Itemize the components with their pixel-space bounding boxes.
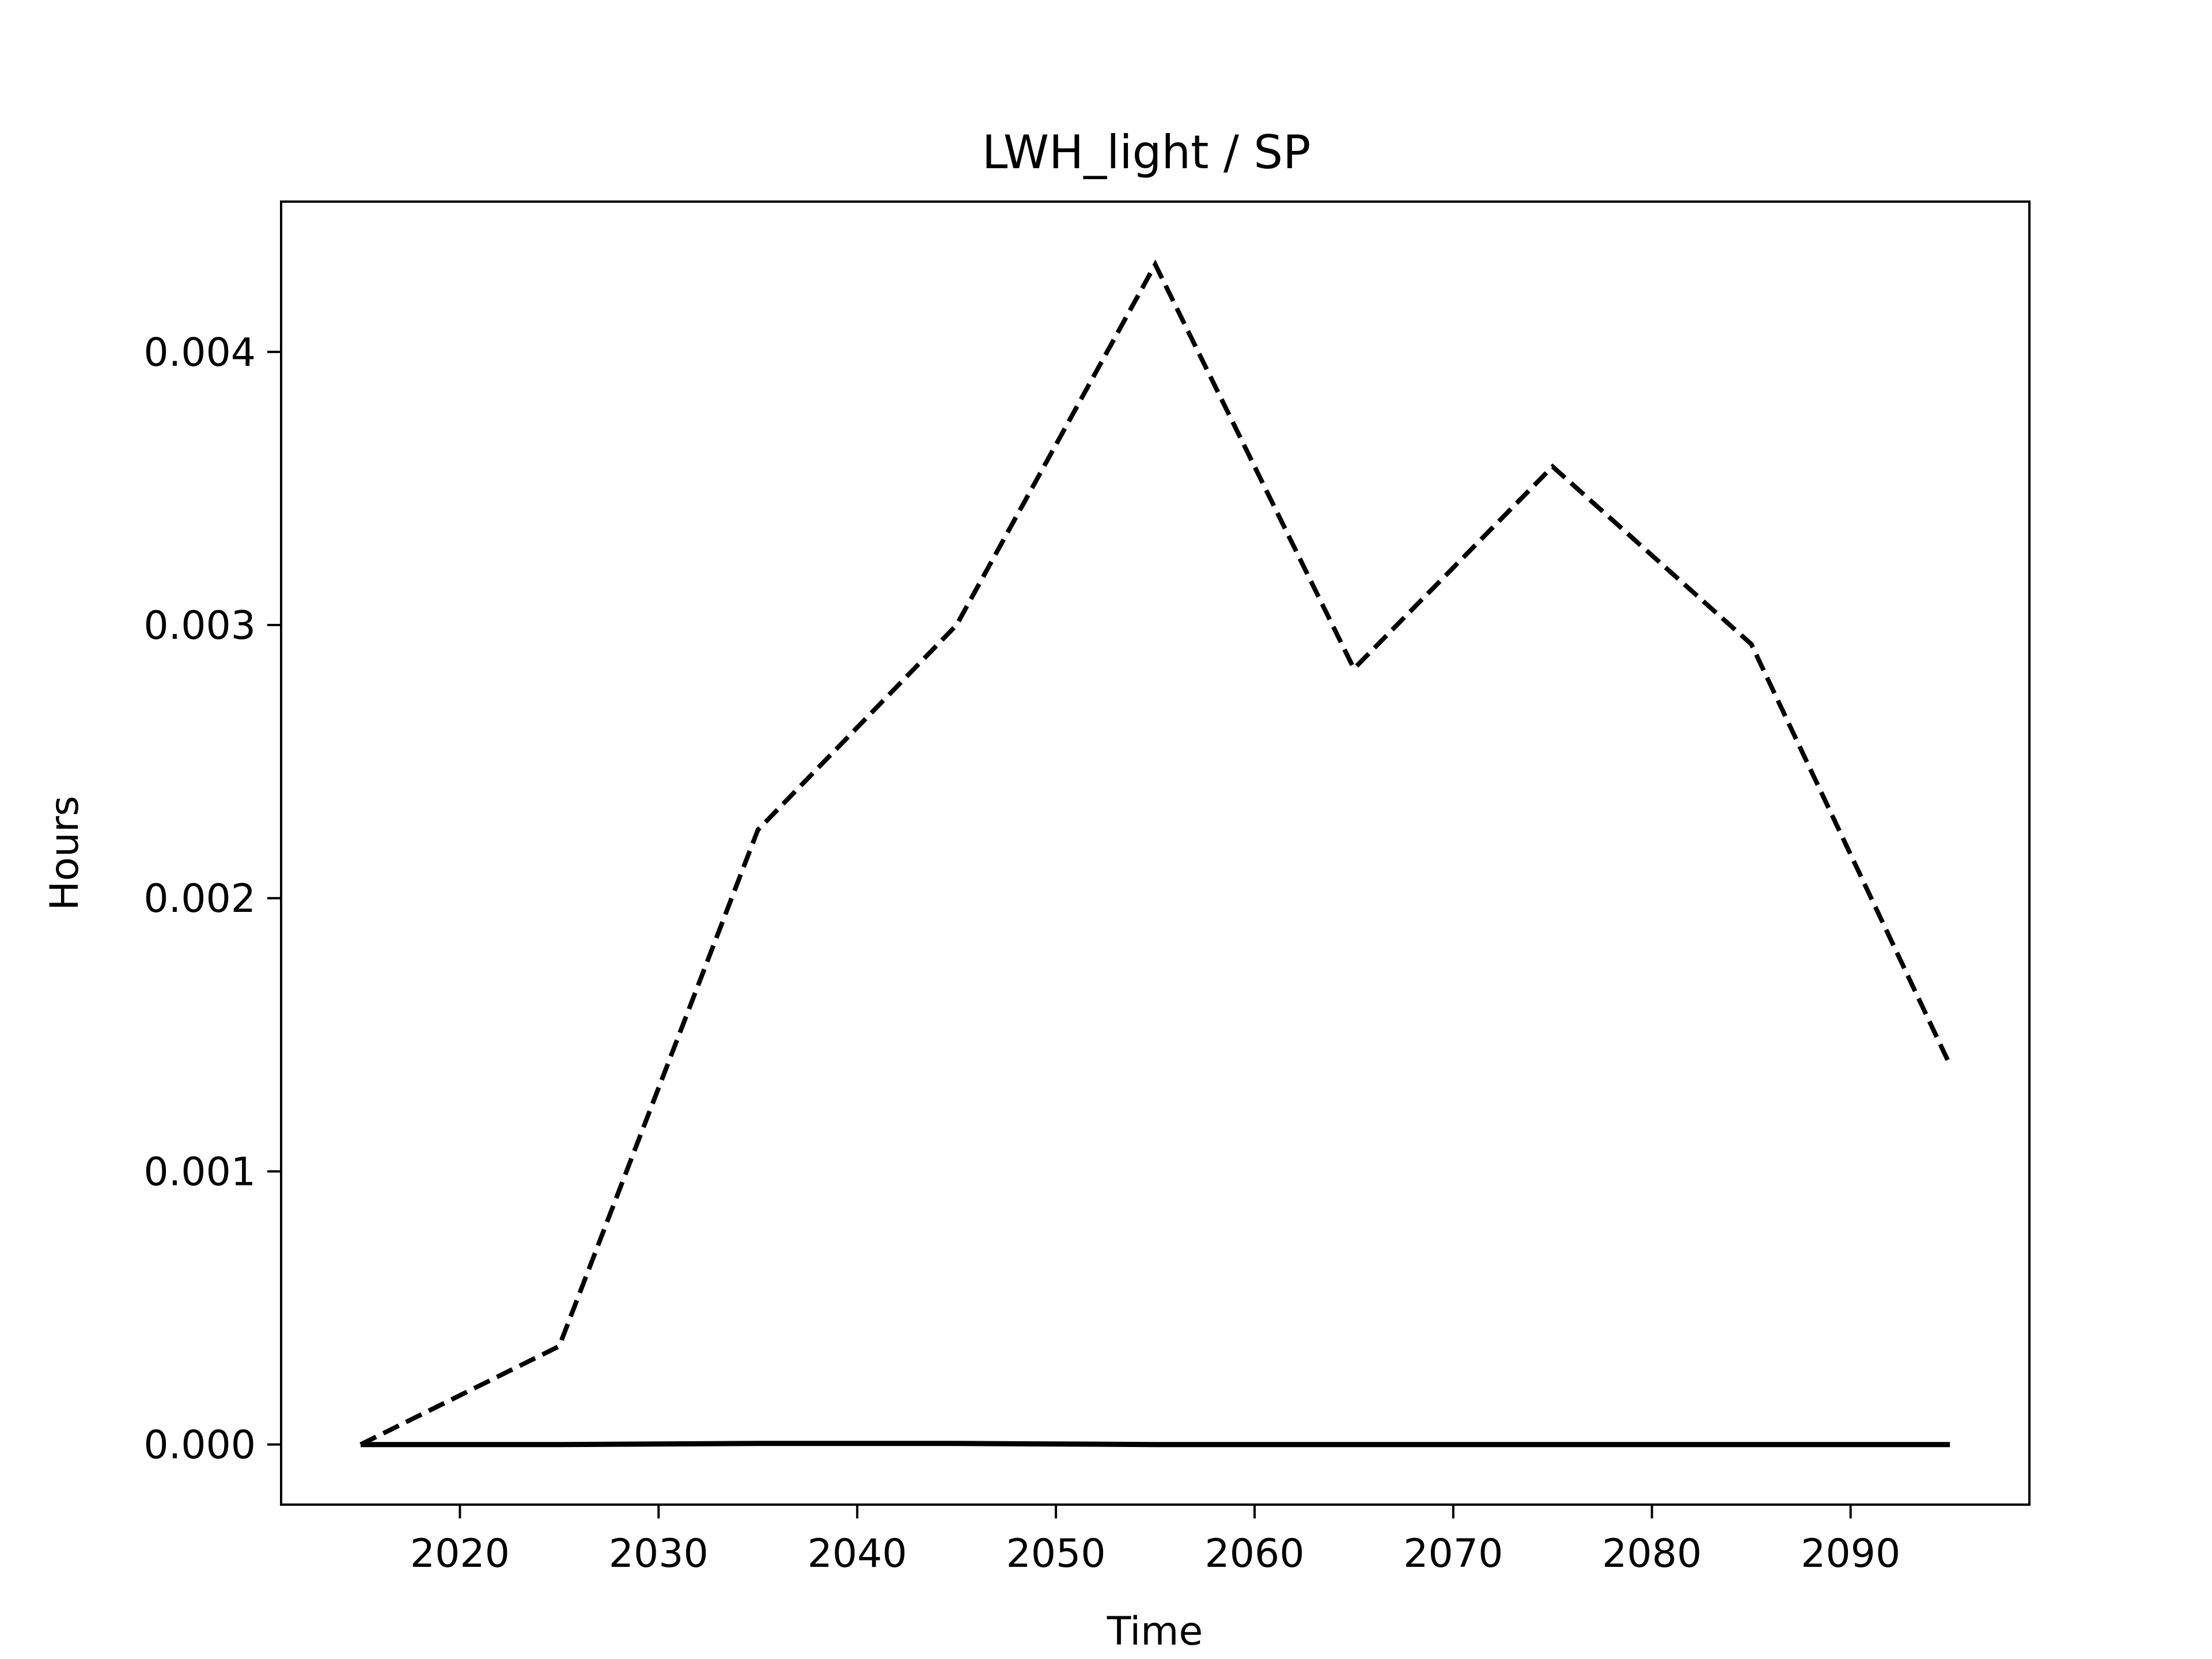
y-axis: 0.000 0.001 0.002 0.003 0.004 (143, 330, 281, 1468)
plot-frame (280, 200, 2031, 1506)
x-tick-label: 2070 (1403, 1531, 1503, 1577)
plot-lines (359, 259, 1952, 1448)
x-tick-label: 2060 (1205, 1531, 1304, 1577)
x-tick-label: 2020 (410, 1531, 510, 1577)
x-tick-label: 2050 (1006, 1531, 1106, 1577)
y-tick-label: 0.001 (143, 1149, 256, 1195)
y-tick-label: 0.003 (143, 603, 256, 649)
y-axis-label: Hours (42, 796, 88, 910)
y-tick-label: 0.000 (143, 1423, 256, 1468)
chart-title: LWH_light / SP (982, 126, 1311, 179)
x-tick-label: 2080 (1602, 1531, 1702, 1577)
x-axis-label: Time (1107, 1609, 1203, 1654)
y-tick-label: 0.002 (143, 876, 256, 922)
x-tick-label: 2090 (1801, 1531, 1900, 1577)
x-tick-label: 2040 (808, 1531, 907, 1577)
y-tick-label: 0.004 (143, 330, 256, 376)
x-axis: 2020 2030 2040 2050 2060 2070 2080 2090 (410, 1505, 1900, 1577)
x-tick-label: 2030 (609, 1531, 709, 1577)
series-line-dashed (359, 259, 1952, 1447)
series-line-solid (361, 1441, 1950, 1448)
